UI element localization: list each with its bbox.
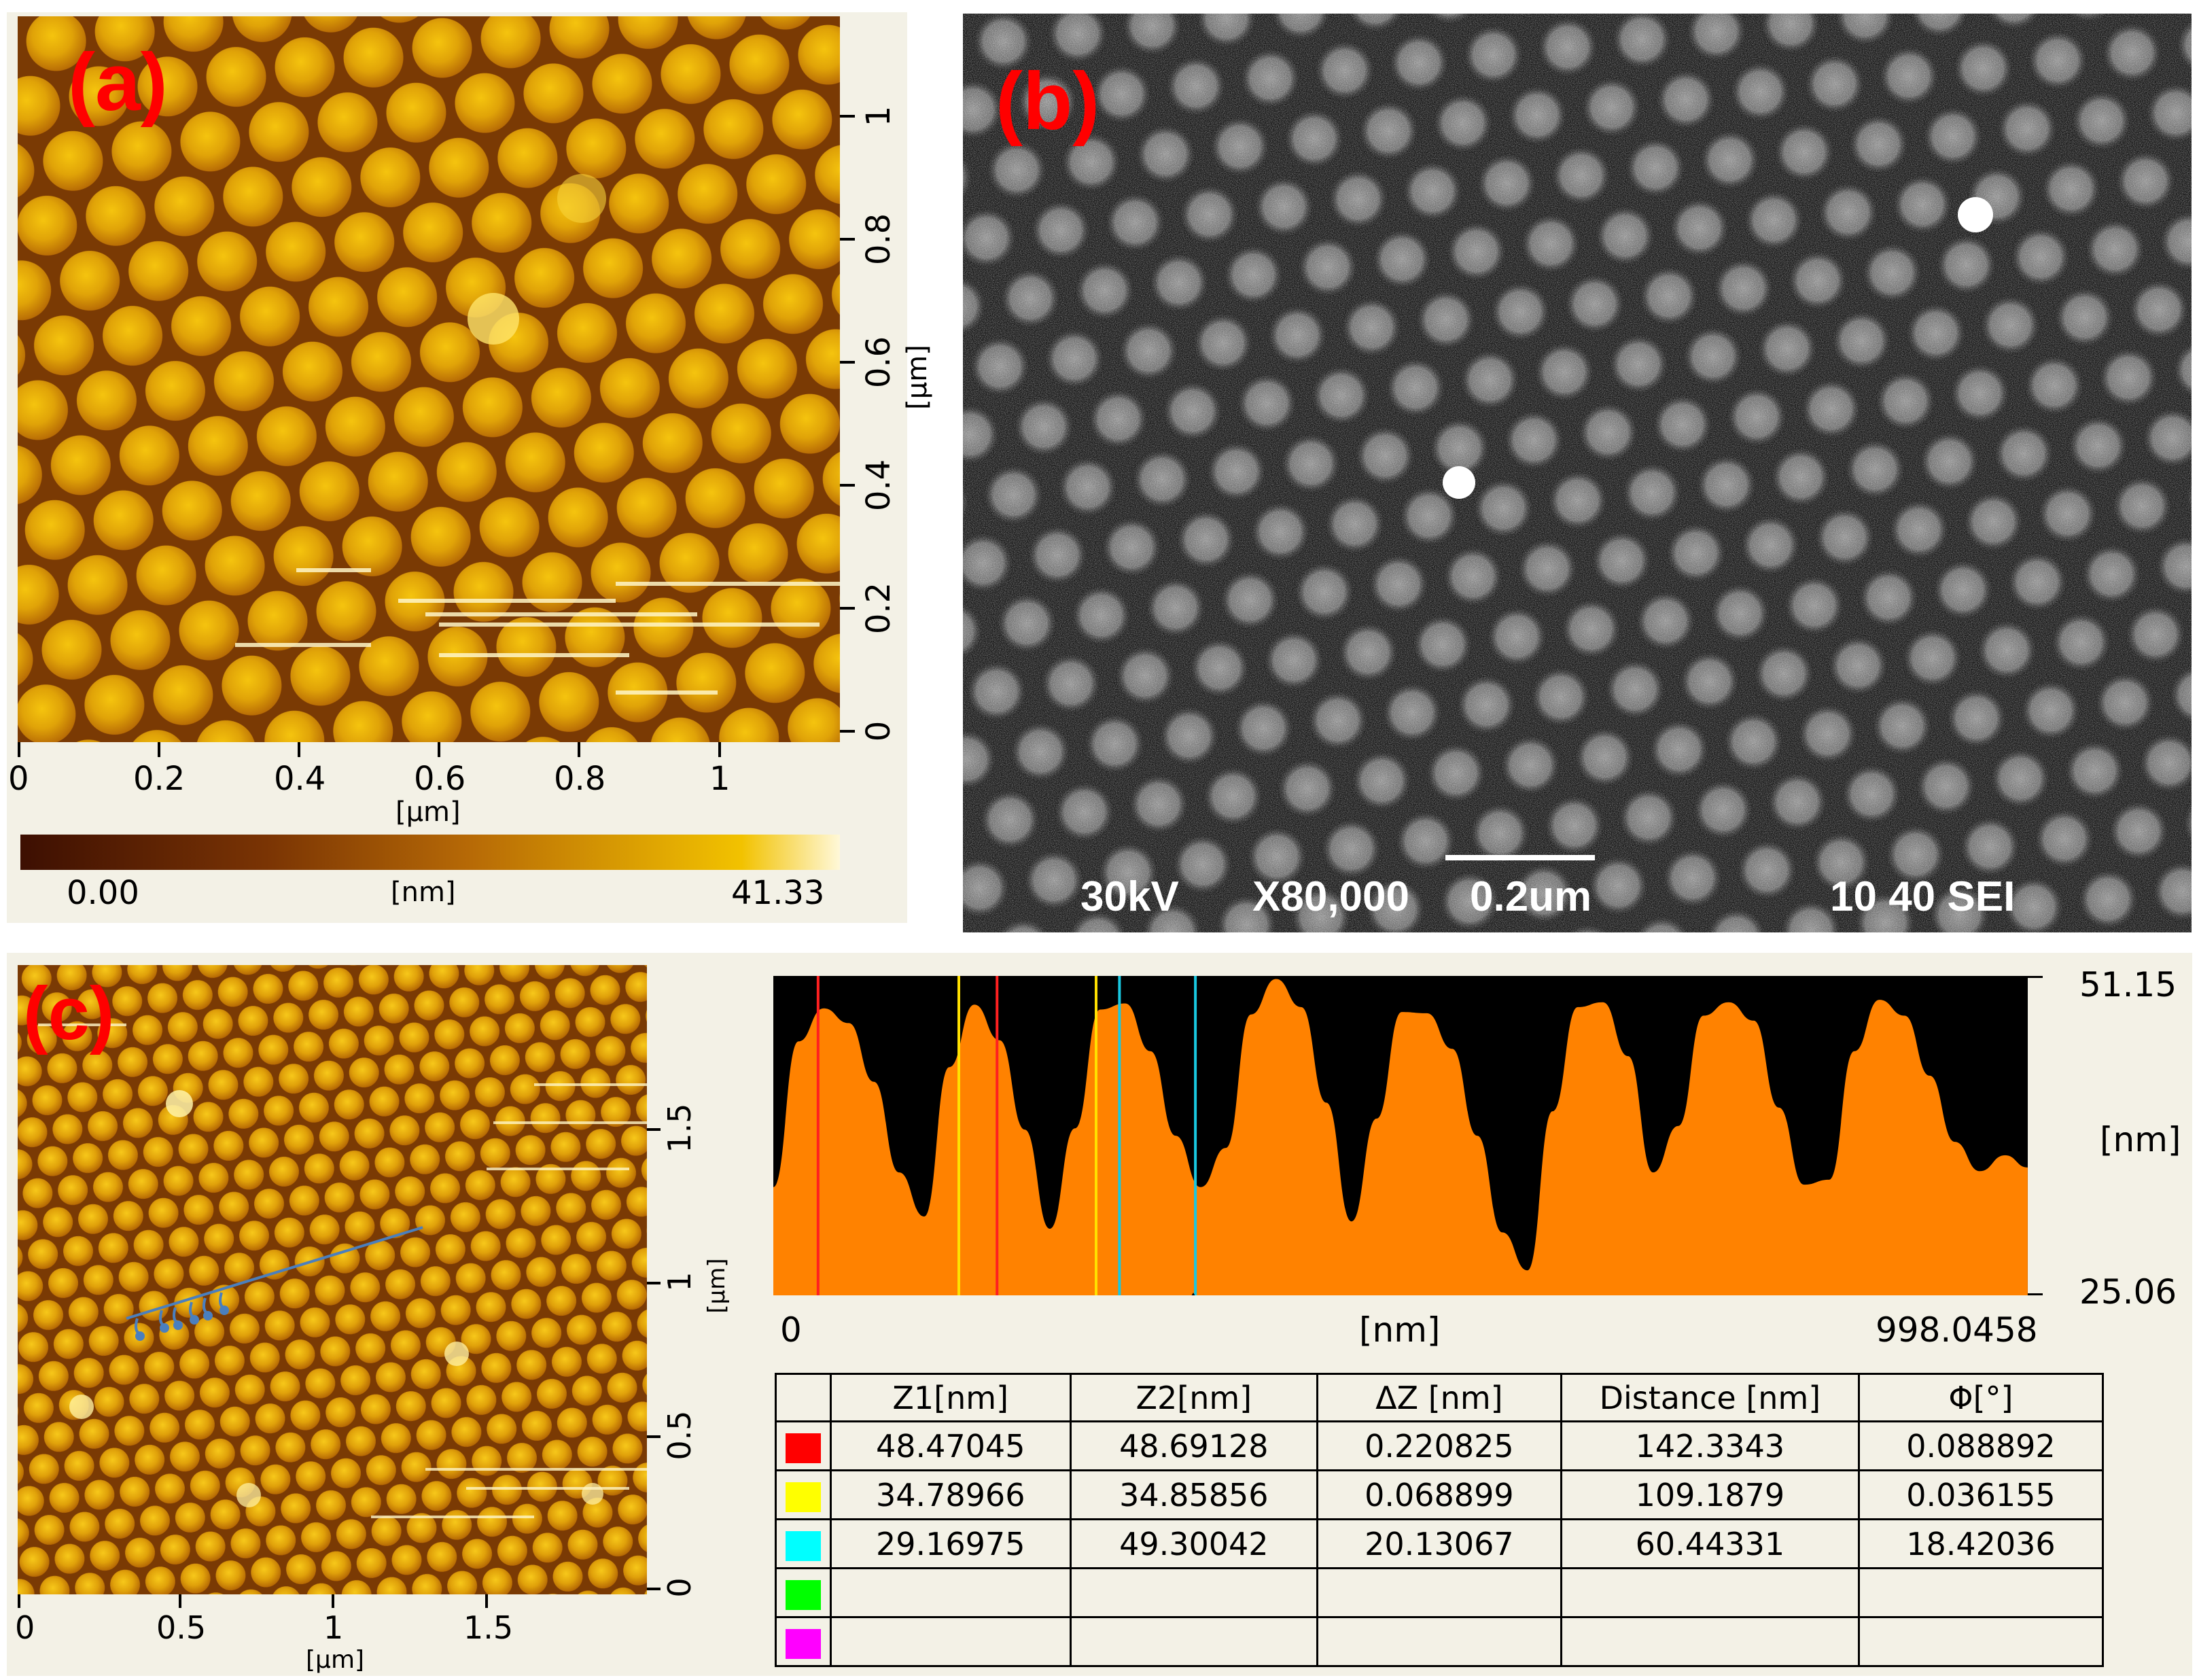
profile-x-min: 0 — [780, 1310, 802, 1350]
y-unit-c: [µm] — [703, 1258, 731, 1314]
table-cell — [1857, 1567, 2105, 1618]
y-tick-c-1: 0.5 — [661, 1410, 698, 1460]
green-cursor-swatch — [785, 1580, 821, 1610]
table-row: 29.16975 49.30042 20.13067 60.44331 18.4… — [775, 1518, 2105, 1569]
panel-a-label: (a) — [68, 37, 168, 128]
sem-scale-label: 0.2um — [1470, 873, 1592, 920]
x-tick-c-2: 1 — [323, 1609, 344, 1646]
table-cell: 60.44331 — [1560, 1518, 1860, 1569]
x-tick-a-5: 1 — [709, 760, 731, 798]
magenta-cursor-swatch — [785, 1629, 821, 1659]
sem-image-b — [963, 14, 2192, 932]
table-cell — [829, 1616, 1072, 1667]
table-cell: 20.13067 — [1316, 1518, 1562, 1569]
profile-line — [126, 1226, 423, 1341]
x-unit-a: [µm] — [395, 797, 461, 828]
table-cell: 48.69128 — [1069, 1420, 1318, 1471]
sem-magnification: X80,000 — [1252, 873, 1409, 920]
x-tick-a-3: 0.6 — [414, 760, 466, 798]
column-header: Z2[nm] — [1069, 1373, 1318, 1422]
column-header: Distance [nm] — [1560, 1373, 1860, 1422]
x-tick-a-4: 0.8 — [554, 760, 606, 798]
table-cell — [1560, 1567, 1860, 1618]
cyan-cursor-swatch — [785, 1531, 821, 1561]
column-header: ΔZ [nm] — [1316, 1373, 1562, 1422]
y-unit-a: [µm] — [902, 345, 933, 410]
profile-x-max: 998.0458 — [1876, 1310, 2038, 1350]
panel-c-label: (c) — [23, 972, 115, 1055]
afm-image-a — [18, 16, 840, 742]
table-cell — [1316, 1567, 1562, 1618]
cursor-marker — [1191, 1293, 1195, 1295]
table-cell: 34.85856 — [1069, 1469, 1318, 1520]
table-cell: 49.30042 — [1069, 1518, 1318, 1569]
table-cell: 48.47045 — [829, 1420, 1072, 1471]
column-header: Φ[°] — [1857, 1373, 2105, 1422]
table-cell — [829, 1567, 1072, 1618]
table-row: 34.78966 34.85856 0.068899 109.1879 0.03… — [775, 1469, 2105, 1520]
afm-image-c — [18, 965, 647, 1594]
measurement-table: Z1[nm] Z2[nm] ΔZ [nm] Distance [nm] Φ[°]… — [775, 1373, 2105, 1667]
colorbar-a — [20, 835, 840, 870]
y-tick-a-5: 1 — [860, 105, 898, 127]
table-cell — [1069, 1567, 1318, 1618]
table-row: 48.47045 48.69128 0.220825 142.3343 0.08… — [775, 1420, 2105, 1471]
table-cell: 0.036155 — [1857, 1469, 2105, 1520]
profile-y-min: 25.06 — [2079, 1272, 2177, 1312]
table-cell: 0.220825 — [1316, 1420, 1562, 1471]
y-tick-c-3: 1.5 — [661, 1103, 698, 1153]
yellow-cursor-swatch — [785, 1482, 821, 1512]
table-cell — [1316, 1616, 1562, 1667]
table-cell: 29.16975 — [829, 1518, 1072, 1569]
table-cell: 0.068899 — [1316, 1469, 1562, 1520]
x-tick-c-3: 1.5 — [463, 1609, 514, 1646]
sem-wd-mode: 10 40 SEI — [1830, 873, 2016, 920]
y-tick-a-2: 0.4 — [860, 459, 898, 512]
table-cell: 142.3343 — [1560, 1420, 1860, 1471]
colorbar-max: 41.33 — [731, 874, 825, 912]
table-cell — [1857, 1616, 2105, 1667]
y-tick-a-1: 0.2 — [860, 582, 898, 635]
x-tick-c-0: 0 — [15, 1609, 35, 1646]
profile-y-unit: [nm] — [2100, 1120, 2181, 1159]
colorbar-unit: [nm] — [391, 877, 456, 908]
sem-voltage: 30kV — [1080, 873, 1179, 920]
table-header-row: Z1[nm] Z2[nm] ΔZ [nm] Distance [nm] Φ[°] — [775, 1373, 2105, 1422]
table-row — [775, 1616, 2105, 1667]
table-cell: 0.088892 — [1857, 1420, 2105, 1471]
y-tick-a-0: 0 — [860, 720, 898, 742]
profile-x-unit: [nm] — [1359, 1310, 1441, 1350]
x-unit-c: [µm] — [306, 1646, 365, 1674]
table-cell: 34.78966 — [829, 1469, 1072, 1520]
table-cell: 109.1879 — [1560, 1469, 1860, 1520]
table-cell — [1069, 1616, 1318, 1667]
profile-area — [773, 979, 2028, 1295]
table-cell — [1560, 1616, 1860, 1667]
x-tick-c-1: 0.5 — [156, 1609, 207, 1646]
x-tick-a-2: 0.4 — [274, 760, 326, 798]
red-cursor-swatch — [785, 1433, 821, 1463]
y-tick-c-0: 0 — [661, 1577, 698, 1598]
profile-y-max: 51.15 — [2079, 965, 2177, 1004]
panel-b-label: (b) — [996, 56, 1100, 147]
y-tick-c-2: 1 — [661, 1272, 698, 1292]
colorbar-min: 0.00 — [67, 874, 139, 912]
column-header: Z1[nm] — [829, 1373, 1072, 1422]
table-cell: 18.42036 — [1857, 1518, 2105, 1569]
table-row — [775, 1567, 2105, 1618]
x-tick-a-1: 0.2 — [133, 760, 186, 798]
y-tick-a-4: 0.8 — [860, 213, 898, 266]
x-tick-a-0: 0 — [8, 760, 29, 798]
height-profile-chart — [773, 976, 2028, 1295]
color-column-header — [775, 1373, 832, 1422]
y-tick-a-3: 0.6 — [860, 336, 898, 389]
